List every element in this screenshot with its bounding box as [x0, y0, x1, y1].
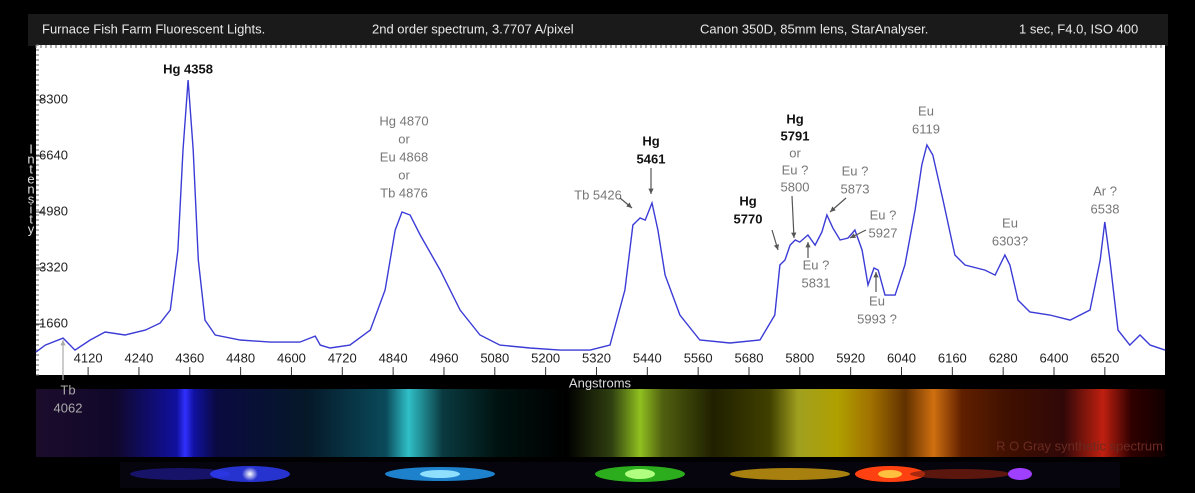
y-axis-label-letter: y: [28, 221, 35, 236]
y-tick-label: 1660: [39, 315, 68, 330]
x-tick-label: 4720: [328, 350, 357, 365]
annotation-arrowhead: [60, 340, 66, 346]
annotation-text: 5927: [869, 225, 898, 240]
annotation-text: 5873: [841, 181, 870, 196]
y-axis-label-letter: i: [30, 201, 33, 216]
y-tick-label: 8300: [39, 91, 68, 106]
annotation-arrowhead: [850, 233, 856, 238]
annotation-text: Eu 4868: [380, 149, 428, 164]
x-tick-label: 4600: [277, 350, 306, 365]
x-tick-label: 4120: [74, 350, 103, 365]
subtitle: 2nd order spectrum, 3.7707 A/pixel: [372, 21, 574, 36]
x-tick-label: 6160: [938, 350, 967, 365]
annotation-text: 4062: [54, 400, 83, 415]
annotation-arrowhead: [830, 206, 836, 212]
x-tick-label: 5200: [531, 350, 560, 365]
header-bar: [28, 14, 1168, 46]
y-axis-label-letter: n: [27, 181, 34, 196]
annotation-text: Tb 4876: [380, 185, 428, 200]
annotation-text: Eu ?: [842, 163, 869, 178]
annotation-arrow: [791, 195, 795, 239]
title: Furnace Fish Farm Fluorescent Lights.: [42, 21, 265, 36]
annotation-arrowhead: [805, 242, 811, 248]
annotation-arrowhead: [773, 244, 779, 250]
y-axis-label-letter: e: [27, 171, 34, 186]
y-tick-label: 4980: [39, 203, 68, 218]
x-tick-label: 5440: [633, 350, 662, 365]
annotation-text: Hg 4358: [163, 61, 213, 76]
camera-info: Canon 350D, 85mm lens, StarAnalyser.: [700, 21, 928, 36]
annotation-text: Ar ?: [1093, 183, 1117, 198]
y-axis-label-letter: I: [29, 141, 33, 156]
annotation-text: or: [398, 167, 410, 182]
annotation-text: 6303?: [992, 233, 1028, 248]
annotation-text: 6119: [912, 121, 940, 136]
annotation-arrowhead: [791, 232, 797, 238]
y-tick-label: 6640: [39, 147, 68, 162]
spectrum-line: [35, 79, 1166, 353]
annotation-arrowhead: [873, 272, 879, 278]
plot-area: [36, 45, 1165, 375]
annotation-text: Hg: [642, 133, 659, 148]
y-axis-label-letter: t: [29, 161, 33, 176]
annotation-text: Hg 4870: [379, 113, 428, 128]
annotation-text: 5993 ?: [857, 311, 897, 326]
y-axis-label-letter: s: [28, 191, 35, 206]
annotation-text: 6538: [1091, 201, 1120, 216]
annotation-arrowhead: [648, 188, 654, 194]
annotation-text: Eu: [918, 103, 934, 118]
annotation-text: 5831: [802, 275, 831, 290]
annotation-text: Tb 5426: [574, 187, 622, 202]
x-tick-label: 6520: [1090, 350, 1119, 365]
x-tick-label: 4360: [175, 350, 204, 365]
y-axis-label-letter: n: [27, 151, 34, 166]
annotation-text: 5800: [781, 179, 810, 194]
x-tick-label: 5080: [480, 350, 509, 365]
x-tick-label: 4960: [430, 350, 459, 365]
x-tick-label: 6280: [989, 350, 1018, 365]
x-tick-label: 5800: [785, 350, 814, 365]
x-tick-label: 5320: [582, 350, 611, 365]
y-axis-label-letter: t: [29, 211, 33, 226]
x-tick-label: 5680: [735, 350, 764, 365]
annotation-arrowhead: [626, 202, 632, 208]
annotation-text: 5770: [734, 211, 763, 226]
x-tick-label: 5560: [684, 350, 713, 365]
spectrum-credit: R O Gray synthetic spectrum: [996, 438, 1163, 453]
observed-spectrum: [120, 462, 1120, 488]
x-tick-label: 4240: [124, 350, 153, 365]
annotation-text: Eu: [1002, 215, 1018, 230]
x-tick-label: 5920: [836, 350, 865, 365]
x-tick-label: 6400: [1040, 350, 1069, 365]
annotation-text: or: [789, 145, 801, 160]
x-tick-label: 6040: [887, 350, 916, 365]
x-tick-label: 4480: [226, 350, 255, 365]
annotation-text: Hg: [739, 193, 756, 208]
synthetic-spectrum: [36, 389, 1165, 457]
x-tick-label: 4840: [379, 350, 408, 365]
exposure-info: 1 sec, F4.0, ISO 400: [1019, 21, 1138, 36]
annotation-text: or: [398, 131, 410, 146]
y-tick-label: 3320: [39, 259, 68, 274]
annotation-text: Tb: [60, 382, 75, 397]
annotation-text: Hg: [786, 111, 803, 126]
annotation-text: Eu ?: [782, 162, 809, 177]
annotation-text: Eu: [869, 293, 885, 308]
annotation-text: 5791: [781, 128, 810, 143]
annotation-text: Eu ?: [803, 257, 830, 272]
annotation-text: 5461: [637, 151, 666, 166]
annotation-text: Eu ?: [870, 207, 897, 222]
x-axis-label: Angstroms: [569, 375, 632, 390]
